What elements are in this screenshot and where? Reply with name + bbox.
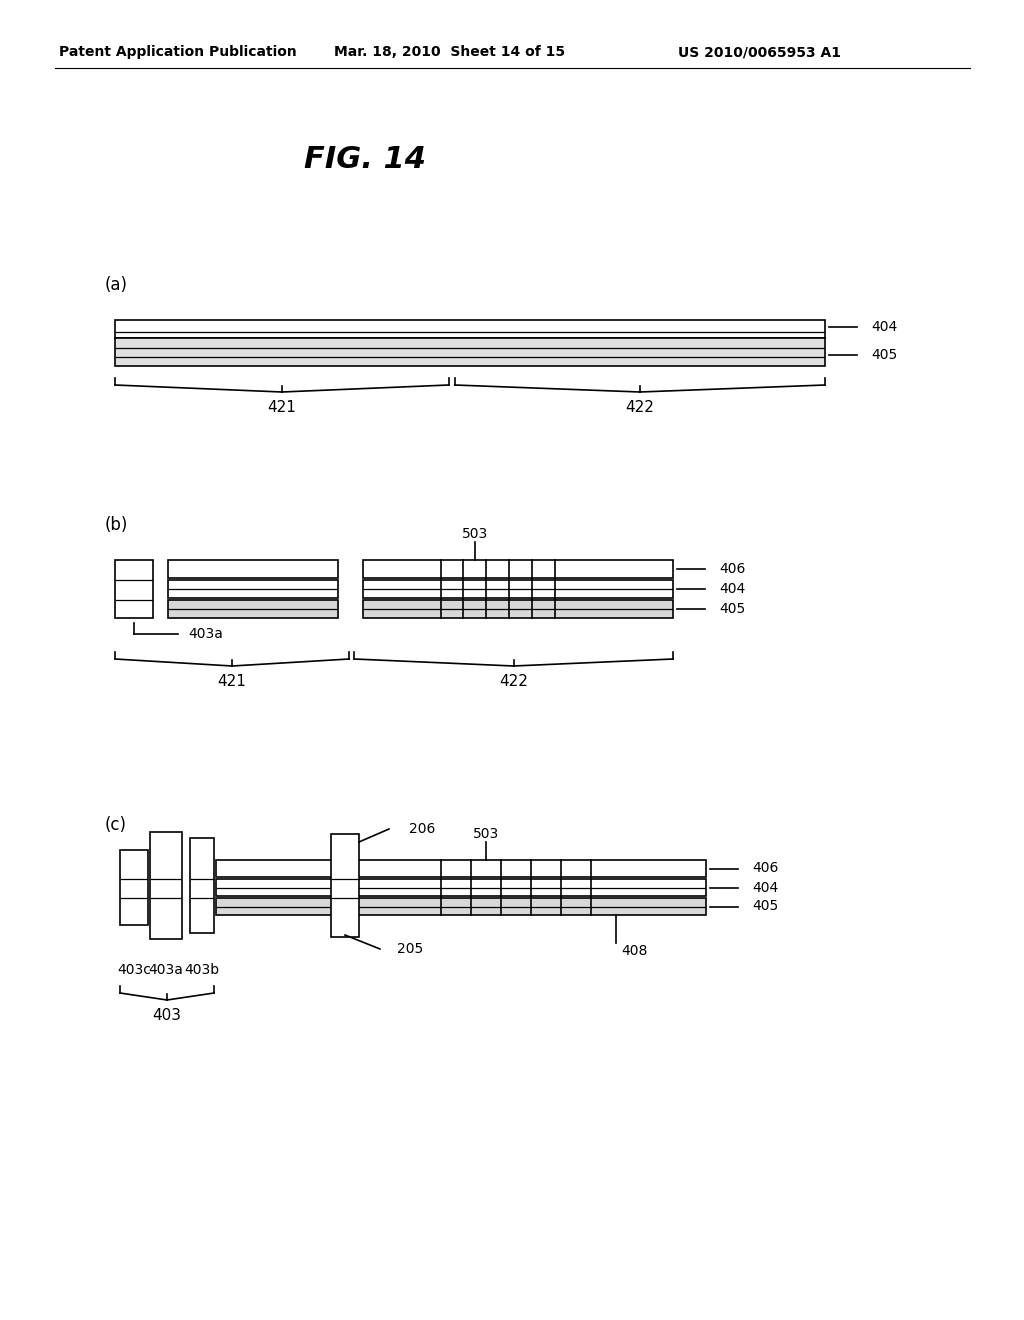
Text: 421: 421 (218, 675, 247, 689)
Text: 405: 405 (871, 347, 897, 362)
Bar (216, 861, 706, 876)
Text: 404: 404 (719, 582, 745, 597)
Bar (150, 832, 182, 939)
Text: FIG. 14: FIG. 14 (304, 145, 426, 174)
Text: US 2010/0065953 A1: US 2010/0065953 A1 (679, 45, 842, 59)
Text: (a): (a) (105, 276, 128, 294)
Bar (331, 834, 359, 937)
Text: 422: 422 (499, 675, 528, 689)
Text: 406: 406 (752, 862, 778, 875)
Text: 503: 503 (473, 828, 499, 841)
Bar (168, 579, 338, 598)
Bar (120, 850, 148, 925)
Text: 422: 422 (626, 400, 654, 416)
Text: Patent Application Publication: Patent Application Publication (59, 45, 297, 59)
Text: 404: 404 (752, 880, 778, 895)
Bar (168, 601, 338, 618)
Text: 403c: 403c (117, 964, 151, 977)
Text: 206: 206 (409, 822, 435, 836)
Text: 408: 408 (621, 944, 647, 958)
Text: 403b: 403b (184, 964, 219, 977)
Bar (115, 319, 825, 338)
Bar (190, 838, 214, 933)
Text: 205: 205 (397, 942, 423, 956)
Text: 403: 403 (153, 1008, 181, 1023)
Text: 405: 405 (719, 602, 745, 616)
Text: 403a: 403a (148, 964, 183, 977)
Bar (168, 560, 338, 578)
Text: (b): (b) (105, 516, 128, 535)
Bar (115, 560, 153, 618)
Text: (c): (c) (105, 816, 127, 834)
Bar (216, 879, 706, 896)
Text: 404: 404 (871, 321, 897, 334)
Text: 406: 406 (719, 562, 745, 576)
Text: 405: 405 (752, 899, 778, 913)
Text: 503: 503 (462, 527, 488, 541)
Text: 403a: 403a (188, 627, 223, 642)
Text: Mar. 18, 2010  Sheet 14 of 15: Mar. 18, 2010 Sheet 14 of 15 (335, 45, 565, 59)
Bar (216, 898, 706, 915)
Bar (115, 338, 825, 366)
Text: 421: 421 (267, 400, 296, 416)
Bar (362, 601, 673, 618)
Bar (362, 560, 673, 578)
Bar (362, 579, 673, 598)
